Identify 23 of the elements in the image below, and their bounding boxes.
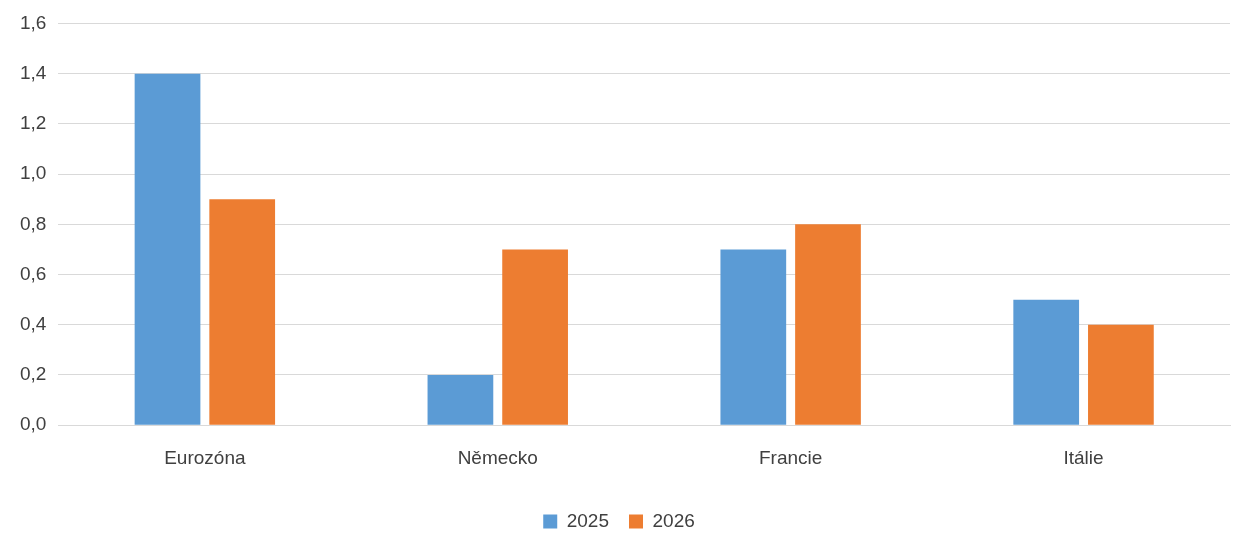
y-tick-label: 0,0: [19, 413, 47, 435]
bar: [134, 73, 201, 425]
x-tick-label: Itálie: [1063, 446, 1104, 468]
bar: [502, 249, 568, 425]
legend-label: 2026: [652, 509, 695, 531]
bar: [1088, 324, 1154, 425]
y-tick-label: 0,2: [19, 363, 47, 385]
y-tick-label: 1,4: [19, 61, 47, 83]
x-tick-label: Eurozóna: [164, 446, 246, 468]
y-tick-label: 1,6: [19, 11, 47, 33]
x-tick-label: Německo: [457, 446, 538, 468]
bar: [209, 199, 276, 425]
y-tick-label: 0,6: [19, 262, 47, 284]
y-tick-label: 0,8: [19, 212, 47, 234]
y-tick-label: 1,0: [19, 162, 47, 184]
y-tick-label: 1,2: [19, 112, 47, 134]
bar: [427, 374, 494, 425]
bar: [1013, 299, 1080, 425]
legend-label: 2025: [566, 509, 610, 531]
bar: [720, 249, 787, 425]
bar: [795, 224, 861, 425]
x-tick-label: Francie: [758, 446, 823, 468]
y-tick-label: 0,4: [19, 312, 47, 334]
